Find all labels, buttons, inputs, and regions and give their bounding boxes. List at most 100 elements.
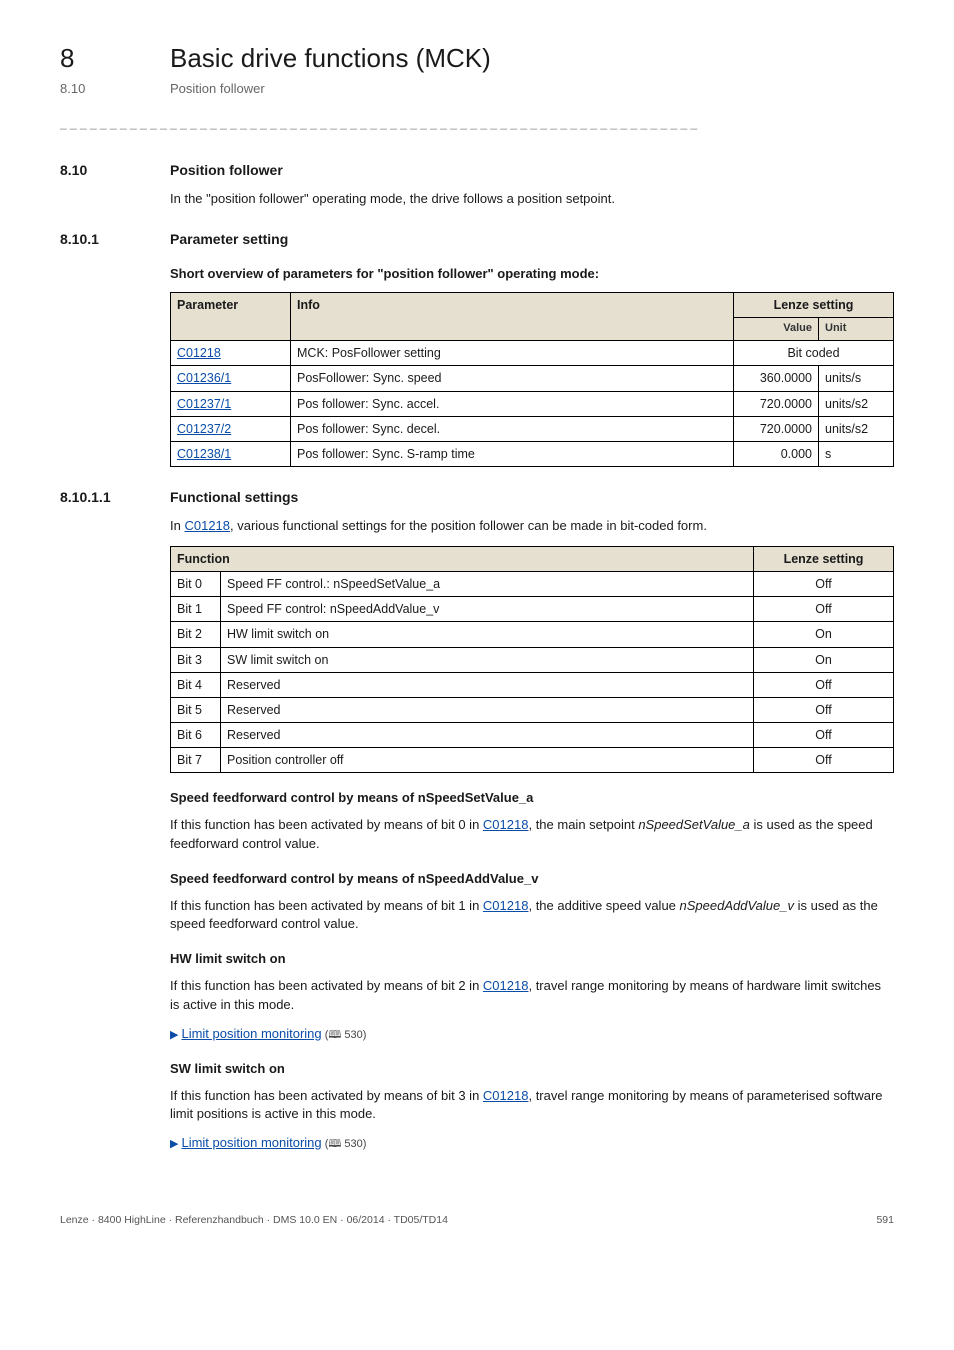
cell-value: 0.000 — [734, 441, 819, 466]
section-8-10-1-1: 8.10.1.1 Functional settings — [60, 487, 894, 507]
cross-reference: ▶Limit position monitoring (🕮 530) — [170, 1025, 894, 1044]
cross-ref-link[interactable]: Limit position monitoring — [181, 1135, 321, 1150]
cell-bit: Bit 2 — [171, 622, 221, 647]
text-post: , the additive speed value — [528, 898, 679, 913]
cell-bit: Bit 4 — [171, 672, 221, 697]
text-post: , various functional settings for the po… — [230, 518, 707, 533]
parameter-table: Parameter Info Lenze setting Value Unit … — [170, 292, 894, 467]
cell-bit: Bit 6 — [171, 722, 221, 747]
col-lenze-setting: Lenze setting — [754, 547, 894, 572]
cross-reference: ▶Limit position monitoring (🕮 530) — [170, 1134, 894, 1153]
cross-ref-link[interactable]: Limit position monitoring — [181, 1026, 321, 1041]
cell-setting: On — [754, 622, 894, 647]
cell-unit: units/s2 — [819, 416, 894, 441]
text-pre: If this function has been activated by m… — [170, 898, 483, 913]
table-row: Bit 1Speed FF control: nSpeedAddValue_vO… — [171, 597, 894, 622]
section-8-10: 8.10 Position follower — [60, 160, 894, 180]
table-row: Bit 5ReservedOff — [171, 697, 894, 722]
section-number: 8.10.1.1 — [60, 487, 170, 507]
link-code[interactable]: C01218 — [483, 978, 529, 993]
text-post: , the main setpoint — [528, 817, 638, 832]
col-function: Function — [171, 547, 754, 572]
footer-left: Lenze · 8400 HighLine · Referenzhandbuch… — [60, 1213, 448, 1228]
arrow-icon: ▶ — [170, 1029, 178, 1041]
cell-unit: units/s — [819, 366, 894, 391]
paragraph-head: Speed feedforward control by means of nS… — [170, 789, 894, 808]
cell-desc: Speed FF control.: nSpeedSetValue_a — [221, 572, 754, 597]
cell-info: Pos follower: Sync. S-ramp time — [291, 441, 734, 466]
page-reference: (🕮 530) — [322, 1138, 367, 1150]
cell-setting: On — [754, 647, 894, 672]
cell-bit: Bit 5 — [171, 697, 221, 722]
cell-info: Pos follower: Sync. accel. — [291, 391, 734, 416]
table-caption: Short overview of parameters for "positi… — [170, 265, 894, 284]
page-reference: (🕮 530) — [322, 1029, 367, 1041]
cell-value: 360.0000 — [734, 366, 819, 391]
section-number: 8.10.1 — [60, 229, 170, 249]
text-pre: In — [170, 518, 184, 533]
table-row: Bit 4ReservedOff — [171, 672, 894, 697]
link-c01218[interactable]: C01218 — [184, 518, 230, 533]
section-subheader: 8.10 Position follower — [60, 80, 894, 99]
cell-unit: units/s2 — [819, 391, 894, 416]
link-code[interactable]: C01218 — [483, 898, 529, 913]
cell-desc: Reserved — [221, 697, 754, 722]
text-italic: nSpeedSetValue_a — [638, 817, 750, 832]
cell-setting: Off — [754, 697, 894, 722]
cell-info: PosFollower: Sync. speed — [291, 366, 734, 391]
table-row: C01238/1 Pos follower: Sync. S-ramp time0… — [171, 441, 894, 466]
section-title: Functional settings — [170, 487, 298, 507]
table-row: Bit 2HW limit switch onOn — [171, 622, 894, 647]
cell-desc: SW limit switch on — [221, 647, 754, 672]
cell-setting: Off — [754, 597, 894, 622]
section-body: In the "position follower" operating mod… — [170, 190, 894, 209]
param-link[interactable]: C01236/1 — [177, 371, 231, 385]
paragraph-body: If this function has been activated by m… — [170, 897, 894, 935]
chapter-number: 8 — [60, 40, 170, 78]
param-link[interactable]: C01218 — [177, 346, 221, 360]
chapter-title: Basic drive functions (MCK) — [170, 40, 491, 78]
paragraph-head: HW limit switch on — [170, 950, 894, 969]
text-pre: If this function has been activated by m… — [170, 817, 483, 832]
function-table: Function Lenze setting Bit 0Speed FF con… — [170, 546, 894, 773]
col-parameter: Parameter — [171, 293, 291, 341]
link-code[interactable]: C01218 — [483, 1088, 529, 1103]
cell-value: 720.0000 — [734, 391, 819, 416]
cell-setting: Off — [754, 722, 894, 747]
param-link[interactable]: C01237/1 — [177, 397, 231, 411]
cell-bit: Bit 3 — [171, 647, 221, 672]
param-link[interactable]: C01237/2 — [177, 422, 231, 436]
cell-bit: Bit 0 — [171, 572, 221, 597]
cell-info: Pos follower: Sync. decel. — [291, 416, 734, 441]
page-footer: Lenze · 8400 HighLine · Referenzhandbuch… — [60, 1213, 894, 1228]
col-unit: Unit — [819, 318, 894, 341]
table-row: C01218 MCK: PosFollower settingBit coded — [171, 341, 894, 366]
chapter-header: 8 Basic drive functions (MCK) — [60, 40, 894, 78]
cell-setting: Off — [754, 572, 894, 597]
text-pre: If this function has been activated by m… — [170, 1088, 483, 1103]
paragraph-body: If this function has been activated by m… — [170, 816, 894, 854]
section-8-10-1: 8.10.1 Parameter setting — [60, 229, 894, 249]
cell-unit: s — [819, 441, 894, 466]
param-link[interactable]: C01238/1 — [177, 447, 231, 461]
cell-value: 720.0000 — [734, 416, 819, 441]
section-number: 8.10 — [60, 160, 170, 180]
table-row: Bit 6ReservedOff — [171, 722, 894, 747]
paragraph-body: If this function has been activated by m… — [170, 977, 894, 1015]
table-row: C01237/1 Pos follower: Sync. accel.720.00… — [171, 391, 894, 416]
cell-value: Bit coded — [734, 341, 894, 366]
divider-line: _ _ _ _ _ _ _ _ _ _ _ _ _ _ _ _ _ _ _ _ … — [60, 115, 894, 132]
cell-desc: Reserved — [221, 722, 754, 747]
cell-info: MCK: PosFollower setting — [291, 341, 734, 366]
section-title: Position follower — [170, 160, 283, 180]
cell-desc: Position controller off — [221, 748, 754, 773]
section-body: In C01218, various functional settings f… — [170, 517, 894, 536]
cell-desc: HW limit switch on — [221, 622, 754, 647]
footer-pagenum: 591 — [876, 1213, 894, 1228]
cell-desc: Speed FF control: nSpeedAddValue_v — [221, 597, 754, 622]
cell-desc: Reserved — [221, 672, 754, 697]
text-pre: If this function has been activated by m… — [170, 978, 483, 993]
link-code[interactable]: C01218 — [483, 817, 529, 832]
section-subtitle: Position follower — [170, 80, 265, 99]
cell-setting: Off — [754, 748, 894, 773]
